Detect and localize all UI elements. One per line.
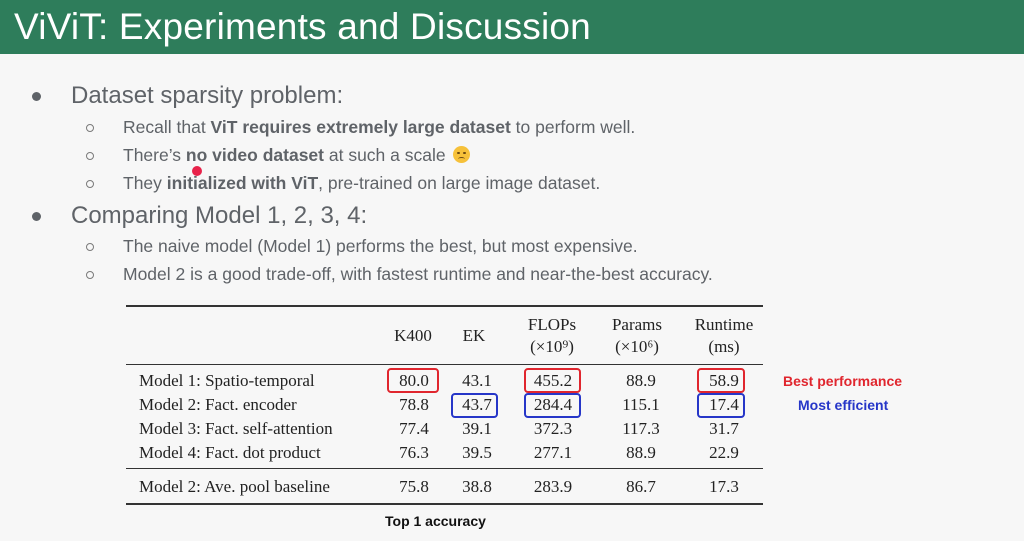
sub-bullet-circle <box>86 180 94 188</box>
table-cell: 88.9 <box>626 371 656 390</box>
table-cell: 75.8 <box>399 477 429 496</box>
table-bottom-rule <box>126 503 763 505</box>
table-cell: 78.8 <box>399 395 429 414</box>
slide-title: ViViT: Experiments and Discussion <box>14 6 591 47</box>
slide-body <box>0 54 1024 541</box>
table-cell: 31.7 <box>709 419 739 438</box>
table-top-rule <box>126 305 763 307</box>
header-params: Params <box>611 315 663 334</box>
table-caption: Top 1 accuracy <box>385 513 486 529</box>
header-runtime-unit: (ms) <box>708 337 740 356</box>
header-runtime: Runtime <box>694 315 754 334</box>
table-cell: 43.7 <box>462 395 492 414</box>
row-label: Model 2: Ave. pool baseline <box>139 477 330 496</box>
sub-bullet-2-2: Model 2 is a good trade-off, with fastes… <box>123 264 713 284</box>
header-k400: K400 <box>394 326 432 345</box>
title-bar: ViViT: Experiments and Discussion <box>0 0 1024 54</box>
table-cell: 455.2 <box>533 371 573 390</box>
table-header-rule <box>126 364 763 365</box>
row-label: Model 3: Fact. self-attention <box>139 419 333 438</box>
sub-bullet-circle <box>86 243 94 251</box>
table-cell: 17.3 <box>709 477 739 496</box>
table-mid-rule <box>126 468 763 469</box>
table-cell: 38.8 <box>462 477 492 496</box>
text-span: Recall that <box>123 117 211 137</box>
efficient-flops-box <box>524 393 581 418</box>
sub-bullet-2-1: The naive model (Model 1) performs the b… <box>123 236 638 256</box>
sub-bullet-circle <box>86 124 94 132</box>
sub-bullet-1-1: Recall that ViT requires extremely large… <box>123 115 635 139</box>
table-cell: 76.3 <box>399 443 429 462</box>
text-span: There’s <box>123 145 186 165</box>
bullet-1-text: Dataset sparsity problem: <box>71 82 344 109</box>
bullet-dot <box>32 212 41 221</box>
table-cell: 43.1 <box>462 371 492 390</box>
row-label: Model 2: Fact. encoder <box>139 395 297 414</box>
text-span: , pre-trained on large image dataset. <box>318 173 601 193</box>
text-span: They <box>123 173 167 193</box>
table-cell: 277.1 <box>533 443 573 462</box>
best-runtime-box <box>697 368 745 393</box>
sub-bullet-1-3: They initialized with ViT, pre-trained o… <box>123 171 600 195</box>
table-cell: 88.9 <box>626 443 656 462</box>
sub-bullet-circle <box>86 271 94 279</box>
best-flops-box <box>524 368 581 393</box>
bullet-dot <box>32 92 41 101</box>
laser-pointer-dot <box>192 166 202 176</box>
text-span: at such a scale <box>324 145 451 165</box>
table-cell: 115.1 <box>622 395 660 414</box>
worried-face-icon <box>453 146 471 163</box>
bold-span: ViT requires extremely large dataset <box>210 117 511 137</box>
header-flops: FLOPs <box>527 315 577 334</box>
table-cell: 39.5 <box>462 443 492 462</box>
table-cell: 80.0 <box>399 371 429 390</box>
table-cell: 22.9 <box>709 443 739 462</box>
efficient-runtime-box <box>697 393 745 418</box>
sub-bullet-circle <box>86 152 94 160</box>
bold-span: initialized with ViT <box>166 173 319 193</box>
table-cell: 117.3 <box>622 419 660 438</box>
best-performance-label: Best performance <box>783 373 903 389</box>
table-cell: 77.4 <box>399 419 429 438</box>
bold-span: no video dataset <box>185 145 324 165</box>
most-efficient-label: Most efficient <box>798 397 889 413</box>
bullet-2-text: Comparing Model 1, 2, 3, 4: <box>71 202 368 229</box>
header-flops-unit: (×10⁹) <box>530 337 574 356</box>
sub-bullet-1-2: There’s no video dataset at such a scale <box>123 143 471 167</box>
table-cell: 372.3 <box>533 419 573 438</box>
efficient-ek-box <box>451 393 498 418</box>
table-cell: 39.1 <box>462 419 492 438</box>
table-cell: 17.4 <box>709 395 739 414</box>
table-cell: 284.4 <box>533 395 573 414</box>
header-ek: EK <box>462 326 486 345</box>
table-cell: 283.9 <box>533 477 573 496</box>
row-label: Model 1: Spatio-temporal <box>139 371 315 390</box>
best-k400-box <box>387 368 439 393</box>
table-cell: 86.7 <box>626 477 656 496</box>
table-cell: 58.9 <box>709 371 739 390</box>
text-span: to perform well. <box>510 117 636 137</box>
header-params-unit: (×10⁶) <box>615 337 659 356</box>
row-label: Model 4: Fact. dot product <box>139 443 321 462</box>
